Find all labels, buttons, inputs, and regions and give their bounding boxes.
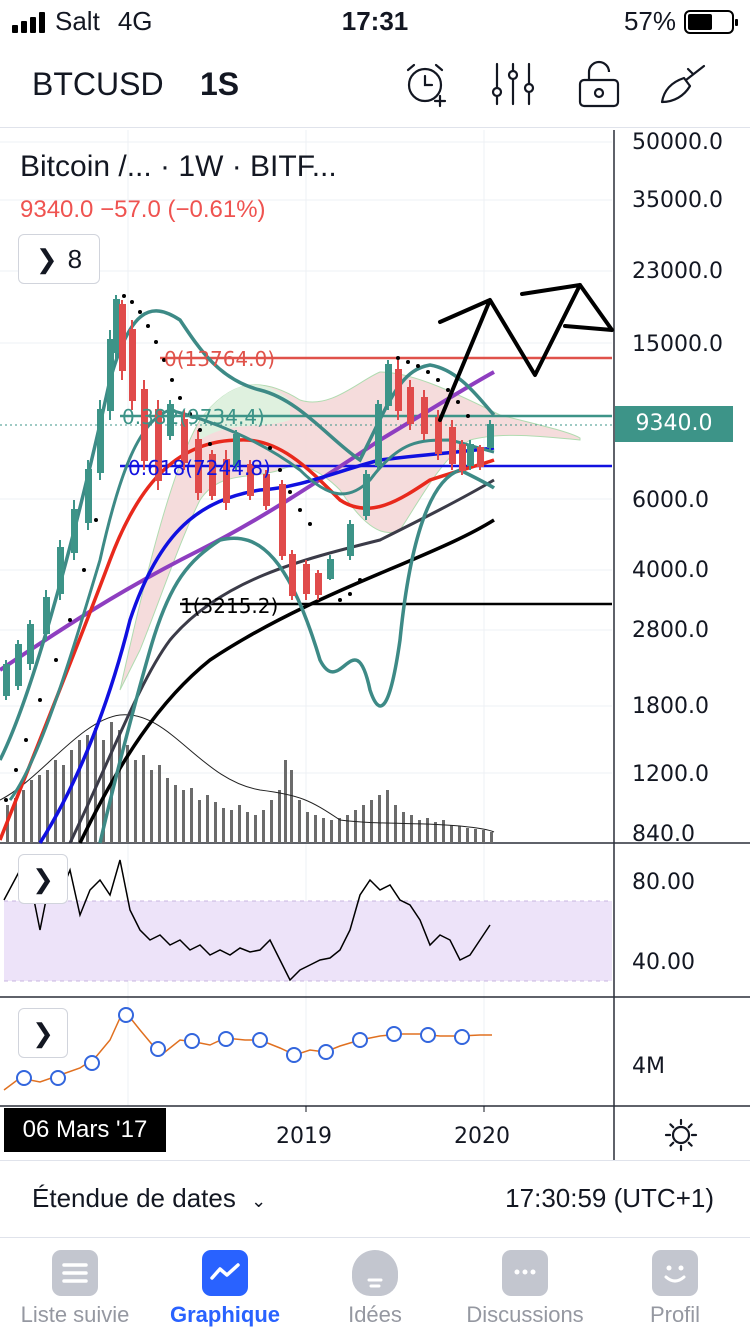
fib-label-top: 0(13764.0) <box>164 347 276 371</box>
watchlist-icon <box>52 1250 98 1296</box>
chevron-right-icon: ❯ <box>32 1017 54 1048</box>
volume-oscillator-line <box>3 1014 492 1091</box>
parabolic-sar <box>4 294 470 802</box>
tab-label: Liste suivie <box>20 1302 130 1327</box>
indicators-icon[interactable] <box>488 60 538 108</box>
chart-settings-gear-icon[interactable] <box>664 1118 698 1152</box>
fib-label-618: 0.618(7244.8) <box>128 456 271 480</box>
pane-separators <box>0 130 750 1160</box>
status-bar: Salt 4G 17:31 57% <box>0 0 750 40</box>
battery-icon <box>684 9 738 34</box>
interval-button[interactable]: 1S <box>200 66 240 102</box>
profile-smile-icon <box>652 1250 698 1296</box>
oscillator-toggle-button[interactable]: ❯ <box>18 1008 68 1058</box>
bottom-tab-bar: Liste suivie Graphique Idées Discussions… <box>0 1238 750 1334</box>
status-right: 57% <box>623 6 738 37</box>
bollinger-middle <box>8 408 495 801</box>
volume-oscillator-markers <box>16 1007 470 1086</box>
carrier-name: Salt <box>55 6 100 36</box>
chart-toolbar: BTCUSD 1S <box>0 40 750 128</box>
rsi-axis-label: 40.00 <box>632 950 695 975</box>
tab-profile[interactable]: Profil <box>600 1238 750 1334</box>
battery-percent: 57% <box>623 6 676 36</box>
rsi-axis-label: 80.00 <box>632 870 695 895</box>
timezone-clock-button[interactable]: 17:30:59 (UTC+1) <box>505 1183 714 1213</box>
tab-label: Idées <box>348 1302 402 1327</box>
tab-label: Discussions <box>466 1302 584 1327</box>
ma-red <box>0 438 495 841</box>
chart-canvas[interactable] <box>0 128 750 1160</box>
chat-bubble-icon <box>502 1250 548 1296</box>
alarm-add-icon[interactable] <box>402 60 452 108</box>
price-candles <box>3 295 494 700</box>
chart-area[interactable]: Bitcoin /... · 1W · BITF... 9340.0 −57.0… <box>0 128 750 1160</box>
price-axis-label[interactable]: 1800.0 <box>632 694 709 719</box>
tab-ideas[interactable]: Idées <box>300 1238 450 1334</box>
tab-label: Profil <box>649 1302 701 1327</box>
network-type: 4G <box>117 6 153 36</box>
date-range-dropdown[interactable]: Étendue de dates ⌄ <box>32 1183 266 1214</box>
price-axis-label[interactable]: 1200.0 <box>632 762 709 787</box>
volume-ma-line <box>0 714 495 833</box>
symbol-search-button[interactable]: BTCUSD <box>32 66 164 102</box>
tab-watchlist[interactable]: Liste suivie <box>0 1238 150 1334</box>
legend-values: 9340.0 −57.0 (−0.61%) <box>20 196 266 223</box>
rsi-band <box>4 901 612 981</box>
price-axis-label[interactable]: 23000.0 <box>632 259 723 284</box>
rsi-line <box>3 859 491 982</box>
time-axis-label: 2019 <box>276 1124 332 1149</box>
price-axis-label[interactable]: 15000.0 <box>632 332 723 357</box>
price-axis-label[interactable]: 6000.0 <box>632 488 709 513</box>
drawing-tool-icon[interactable] <box>658 60 708 108</box>
ma-gray <box>68 478 495 844</box>
indicators-toggle-button[interactable]: ❯ 8 <box>18 234 100 284</box>
chevron-right-icon: ❯ <box>35 243 58 274</box>
tab-discussions[interactable]: Discussions <box>450 1238 600 1334</box>
tab-chart[interactable]: Graphique <box>150 1238 300 1334</box>
chart-grid <box>0 130 612 1106</box>
fib-label-382: 0.382(9734.4) <box>122 405 265 429</box>
indicators-count: 8 <box>67 243 83 274</box>
rsi-toggle-button[interactable]: ❯ <box>18 854 68 904</box>
projection-drawing[interactable] <box>438 283 614 422</box>
price-axis-label[interactable]: 2800.0 <box>632 618 709 643</box>
fib-label-bottom: 1(3215.2) <box>180 594 279 618</box>
status-time: 17:31 <box>341 6 409 36</box>
price-axis-label[interactable]: 35000.0 <box>632 188 723 213</box>
current-price-badge: 9340.0 <box>615 406 733 442</box>
date-range-label: Étendue de dates <box>32 1183 236 1213</box>
oscillator-axis-label: 4M <box>632 1054 665 1079</box>
lock-icon[interactable] <box>574 60 624 108</box>
price-axis-label[interactable]: 840.0 <box>632 822 695 847</box>
ideas-lightbulb-icon <box>352 1250 398 1296</box>
legend-title[interactable]: Bitcoin /... · 1W · BITF... <box>20 150 337 183</box>
signal-strength-icon <box>12 11 45 33</box>
time-axis-label: 2020 <box>454 1124 510 1149</box>
ma-black <box>78 518 495 844</box>
tab-label: Graphique <box>169 1302 280 1327</box>
chevron-right-icon: ❯ <box>32 863 54 894</box>
chevron-down-icon: ⌄ <box>251 1191 267 1211</box>
bollinger-lower <box>98 468 496 844</box>
price-axis-label[interactable]: 4000.0 <box>632 558 709 583</box>
status-left: Salt 4G <box>12 6 153 37</box>
chart-icon <box>202 1250 248 1296</box>
date-range-bar: Étendue de dates ⌄ 17:30:59 (UTC+1) <box>0 1160 750 1238</box>
crosshair-date-badge: 06 Mars '17 <box>4 1108 166 1152</box>
price-axis-label[interactable]: 50000.0 <box>632 130 723 155</box>
